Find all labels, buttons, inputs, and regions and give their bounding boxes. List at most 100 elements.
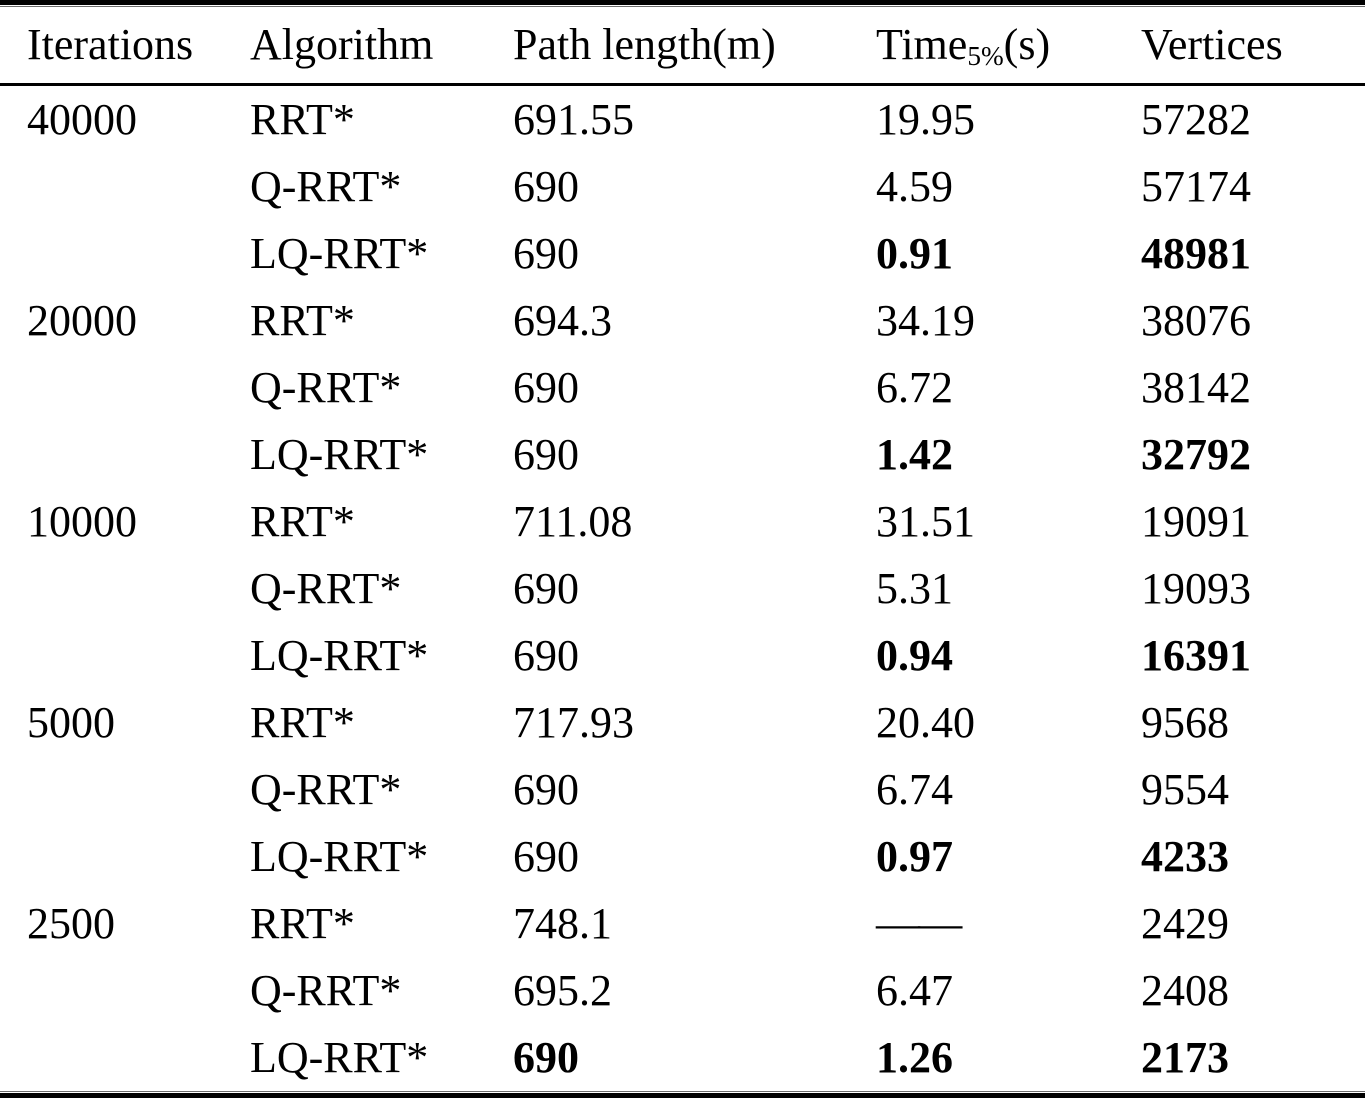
- cell-algorithm: LQ-RRT*: [250, 228, 429, 278]
- cell-algorithm: Q-RRT*: [250, 764, 402, 814]
- table-row: Q-RRT* 690 6.74 9554: [0, 756, 1365, 823]
- cell-iterations: [0, 756, 250, 823]
- cell-iterations: 2500: [27, 898, 115, 948]
- table-row: 10000 RRT* 711.08 31.51 19091: [0, 488, 1365, 555]
- table-bottom-rule: [0, 1091, 1365, 1098]
- cell-iterations: [0, 957, 250, 1024]
- table-row: 40000 RRT* 691.55 19.95 57282: [0, 85, 1365, 154]
- cell-time: 19.95: [876, 94, 975, 144]
- cell-path-length: 711.08: [513, 496, 633, 546]
- results-table: Iterations Algorithm Path length(m) Time…: [0, 7, 1365, 1091]
- cell-time: 0.97: [876, 831, 953, 881]
- cell-time: 20.40: [876, 697, 975, 747]
- cell-algorithm: LQ-RRT*: [250, 429, 429, 479]
- cell-iterations: [0, 823, 250, 890]
- cell-algorithm: LQ-RRT*: [250, 630, 429, 680]
- cell-vertices: 32792: [1141, 429, 1251, 479]
- col-header-path-length: Path length(m): [513, 20, 776, 69]
- cell-path-length: 690: [513, 563, 579, 613]
- table-row: 2500 RRT* 748.1 —— 2429: [0, 890, 1365, 957]
- table-row: Q-RRT* 690 6.72 38142: [0, 354, 1365, 421]
- col-header-vertices: Vertices: [1141, 20, 1283, 69]
- col-header-time: Time5%(s): [876, 7, 1141, 85]
- cell-path-length: 690: [513, 831, 579, 881]
- cell-vertices: 19093: [1141, 563, 1251, 613]
- table-row: LQ-RRT* 690 1.42 32792: [0, 421, 1365, 488]
- cell-vertices: 57282: [1141, 94, 1251, 144]
- table-row: LQ-RRT* 690 0.94 16391: [0, 622, 1365, 689]
- cell-time: 1.42: [876, 429, 953, 479]
- table-row: LQ-RRT* 690 0.91 48981: [0, 220, 1365, 287]
- cell-vertices: 2429: [1141, 898, 1229, 948]
- cell-iterations: [0, 421, 250, 488]
- cell-time: 1.26: [876, 1032, 953, 1082]
- cell-algorithm: LQ-RRT*: [250, 831, 429, 881]
- cell-path-length: 690: [513, 362, 579, 412]
- cell-algorithm: RRT*: [250, 697, 355, 747]
- cell-iterations: [0, 622, 250, 689]
- cell-algorithm: RRT*: [250, 898, 355, 948]
- table-body: 40000 RRT* 691.55 19.95 57282 Q-RRT* 690…: [0, 85, 1365, 1092]
- table-row: 20000 RRT* 694.3 34.19 38076: [0, 287, 1365, 354]
- cell-time: ——: [876, 898, 962, 948]
- cell-time: 0.91: [876, 228, 953, 278]
- cell-time: 4.59: [876, 161, 953, 211]
- cell-iterations: [0, 1024, 250, 1091]
- cell-vertices: 9554: [1141, 764, 1229, 814]
- cell-vertices: 9568: [1141, 697, 1229, 747]
- cell-time: 31.51: [876, 496, 975, 546]
- cell-algorithm: LQ-RRT*: [250, 1032, 429, 1082]
- col-header-iterations: Iterations: [27, 20, 194, 69]
- cell-algorithm: Q-RRT*: [250, 965, 402, 1015]
- cell-vertices: 19091: [1141, 496, 1251, 546]
- cell-time: 0.94: [876, 630, 953, 680]
- cell-vertices: 57174: [1141, 161, 1251, 211]
- cell-algorithm: Q-RRT*: [250, 563, 402, 613]
- cell-algorithm: RRT*: [250, 94, 355, 144]
- table-row: Q-RRT* 695.2 6.47 2408: [0, 957, 1365, 1024]
- table-top-rule: [0, 0, 1365, 7]
- cell-algorithm: Q-RRT*: [250, 362, 402, 412]
- cell-algorithm: RRT*: [250, 295, 355, 345]
- table-row: LQ-RRT* 690 0.97 4233: [0, 823, 1365, 890]
- cell-path-length: 694.3: [513, 295, 612, 345]
- table-row: Q-RRT* 690 5.31 19093: [0, 555, 1365, 622]
- cell-iterations: 5000: [27, 697, 115, 747]
- cell-time: 6.47: [876, 965, 953, 1015]
- cell-iterations: [0, 220, 250, 287]
- cell-vertices: 16391: [1141, 630, 1251, 680]
- cell-iterations: 20000: [27, 295, 137, 345]
- cell-vertices: 48981: [1141, 228, 1251, 278]
- table-row: LQ-RRT* 690 1.26 2173: [0, 1024, 1365, 1091]
- time-header-base: Time: [876, 20, 968, 69]
- time-header-subscript: 5%: [967, 41, 1004, 71]
- cell-iterations: [0, 153, 250, 220]
- table-row: 5000 RRT* 717.93 20.40 9568: [0, 689, 1365, 756]
- cell-path-length: 691.55: [513, 94, 634, 144]
- cell-iterations: [0, 555, 250, 622]
- cell-path-length: 690: [513, 161, 579, 211]
- cell-time: 34.19: [876, 295, 975, 345]
- cell-vertices: 38142: [1141, 362, 1251, 412]
- cell-vertices: 2173: [1141, 1032, 1229, 1082]
- table-row: Q-RRT* 690 4.59 57174: [0, 153, 1365, 220]
- cell-path-length: 690: [513, 228, 579, 278]
- col-header-algorithm: Algorithm: [250, 20, 434, 69]
- cell-vertices: 2408: [1141, 965, 1229, 1015]
- cell-algorithm: RRT*: [250, 496, 355, 546]
- cell-iterations: 10000: [27, 496, 137, 546]
- cell-path-length: 695.2: [513, 965, 612, 1015]
- cell-time: 6.74: [876, 764, 953, 814]
- header-row: Iterations Algorithm Path length(m) Time…: [0, 7, 1365, 85]
- cell-iterations: [0, 354, 250, 421]
- cell-iterations: 40000: [27, 94, 137, 144]
- cell-path-length: 690: [513, 630, 579, 680]
- cell-path-length: 690: [513, 429, 579, 479]
- cell-path-length: 748.1: [513, 898, 612, 948]
- cell-path-length: 690: [513, 764, 579, 814]
- time-header-unit: (s): [1003, 20, 1051, 69]
- cell-time: 5.31: [876, 563, 953, 613]
- cell-algorithm: Q-RRT*: [250, 161, 402, 211]
- cell-path-length: 690: [513, 1032, 579, 1082]
